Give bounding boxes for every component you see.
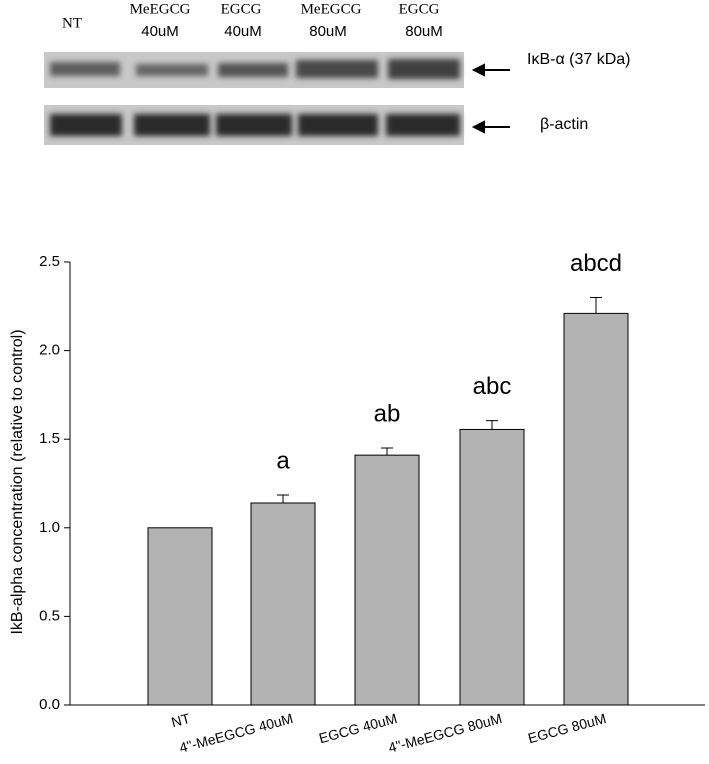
x-tick-label: 4"-MeEGCG 40uM <box>178 710 295 756</box>
bar <box>354 454 420 706</box>
error-bar <box>381 447 393 456</box>
western-blot: NT MeEGCG 40uM EGCG 40uM MeEGCG 80uM EGC… <box>44 1 631 145</box>
significance-label: abcd <box>570 250 622 277</box>
lane-label: 40uM <box>224 23 262 40</box>
lane-label: NT <box>62 15 82 31</box>
y-axis-label: IkB-alpha concentration (relative to con… <box>9 329 26 634</box>
lane-label: 80uM <box>309 23 347 40</box>
y-tick-label: 2.0 <box>39 342 60 359</box>
error-bar <box>590 296 602 314</box>
bar <box>459 428 525 706</box>
band-label: β-actin <box>540 116 588 133</box>
arrows <box>471 63 510 134</box>
x-tick-label: EGCG 80uM <box>526 710 608 746</box>
x-tick-label: NT <box>170 710 193 730</box>
y-tick-label: 0.5 <box>39 607 60 624</box>
lane-label: 80uM <box>405 23 443 40</box>
y-tick-label: 1.0 <box>39 519 60 536</box>
bands-actin <box>50 114 460 136</box>
bar <box>563 312 629 706</box>
lane-label: MeEGCG <box>130 1 191 17</box>
lane-label: MeEGCG <box>301 1 362 17</box>
lane-label: EGCG <box>399 1 440 17</box>
y-tick-label: 2.5 <box>39 253 60 270</box>
bar <box>147 527 213 706</box>
significance-label: a <box>276 447 290 474</box>
lane-label: EGCG <box>221 1 262 17</box>
band-label: IκB-α (37 kDa) <box>527 51 631 68</box>
lane-label: 40uM <box>141 23 179 40</box>
error-bar <box>486 420 498 430</box>
bar <box>250 502 316 706</box>
significance-label: ab <box>374 400 401 427</box>
bands-ikb <box>50 59 460 79</box>
y-tick-label: 1.5 <box>39 430 60 447</box>
error-bar <box>277 494 289 503</box>
x-tick-label: 4"-MeEGCG 80uM <box>387 710 504 756</box>
y-tick-label: 0.0 <box>39 696 60 713</box>
significance-label: abc <box>473 373 512 400</box>
